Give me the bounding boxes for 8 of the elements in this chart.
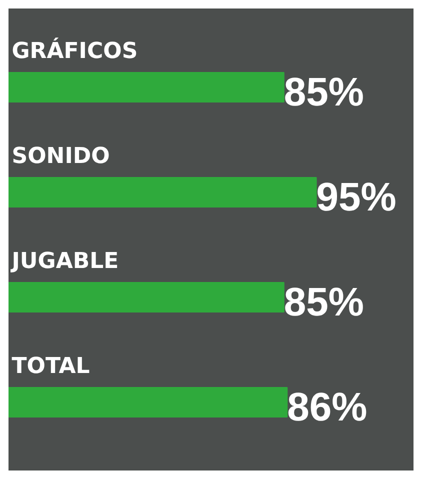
y-tick-label: TOTAL — [12, 354, 90, 380]
y-tick-label: JUGABLE — [10, 249, 119, 274]
data-label: 86% — [287, 386, 368, 430]
data-label: 95% — [316, 176, 396, 220]
y-tick-label: GRÁFICOS — [12, 37, 138, 64]
data-label: 85% — [284, 280, 364, 324]
data-label: 85% — [284, 70, 364, 114]
y-tick-label: SONIDO — [12, 144, 110, 170]
